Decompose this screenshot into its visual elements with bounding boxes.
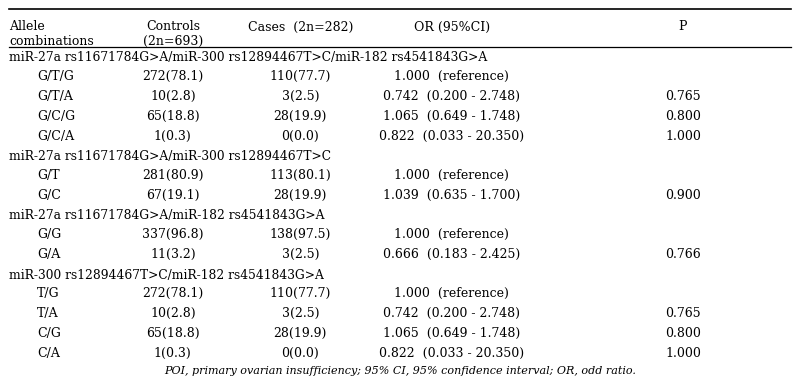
Text: Cases  (2n=282): Cases (2n=282) (248, 20, 353, 34)
Text: C/A: C/A (38, 347, 60, 360)
Text: P: P (678, 20, 687, 34)
Text: 113(80.1): 113(80.1) (270, 169, 331, 182)
Text: T/A: T/A (38, 307, 59, 320)
Text: 65(18.8): 65(18.8) (146, 327, 200, 340)
Text: 10(2.8): 10(2.8) (150, 90, 196, 103)
Text: 110(77.7): 110(77.7) (270, 70, 331, 83)
Text: 1(0.3): 1(0.3) (154, 130, 192, 143)
Text: 1.000  (reference): 1.000 (reference) (394, 228, 510, 241)
Text: 28(19.9): 28(19.9) (274, 189, 327, 202)
Text: T/G: T/G (38, 287, 60, 300)
Text: 0.800: 0.800 (665, 110, 701, 123)
Text: G/A: G/A (38, 248, 61, 261)
Text: 0.742  (0.200 - 2.748): 0.742 (0.200 - 2.748) (383, 90, 520, 103)
Text: miR-300 rs12894467T>C/miR-182 rs4541843G>A: miR-300 rs12894467T>C/miR-182 rs4541843G… (10, 268, 324, 282)
Text: 28(19.9): 28(19.9) (274, 110, 327, 123)
Text: G/T: G/T (38, 169, 60, 182)
Text: combinations: combinations (10, 35, 94, 48)
Text: 67(19.1): 67(19.1) (146, 189, 199, 202)
Text: 3(2.5): 3(2.5) (282, 90, 319, 103)
Text: 1(0.3): 1(0.3) (154, 347, 192, 360)
Text: 0.822  (0.033 - 20.350): 0.822 (0.033 - 20.350) (379, 130, 524, 143)
Text: 1.065  (0.649 - 1.748): 1.065 (0.649 - 1.748) (383, 327, 521, 340)
Text: 272(78.1): 272(78.1) (142, 70, 203, 83)
Text: 11(3.2): 11(3.2) (150, 248, 196, 261)
Text: 0(0.0): 0(0.0) (282, 130, 319, 143)
Text: 281(80.9): 281(80.9) (142, 169, 203, 182)
Text: 3(2.5): 3(2.5) (282, 307, 319, 320)
Text: (2n=693): (2n=693) (142, 35, 203, 48)
Text: 65(18.8): 65(18.8) (146, 110, 200, 123)
Text: OR (95%CI): OR (95%CI) (414, 20, 490, 34)
Text: 1.000: 1.000 (665, 347, 701, 360)
Text: G/G: G/G (38, 228, 62, 241)
Text: Controls: Controls (146, 20, 200, 34)
Text: 0.742  (0.200 - 2.748): 0.742 (0.200 - 2.748) (383, 307, 520, 320)
Text: G/C/A: G/C/A (38, 130, 74, 143)
Text: 1.000  (reference): 1.000 (reference) (394, 169, 510, 182)
Text: 10(2.8): 10(2.8) (150, 307, 196, 320)
Text: 272(78.1): 272(78.1) (142, 287, 203, 300)
Text: 1.000  (reference): 1.000 (reference) (394, 287, 510, 300)
Text: 3(2.5): 3(2.5) (282, 248, 319, 261)
Text: 1.000  (reference): 1.000 (reference) (394, 70, 510, 83)
Text: 1.065  (0.649 - 1.748): 1.065 (0.649 - 1.748) (383, 110, 521, 123)
Text: miR-27a rs11671784G>A/miR-300 rs12894467T>C/miR-182 rs4541843G>A: miR-27a rs11671784G>A/miR-300 rs12894467… (10, 51, 488, 64)
Text: 1.000: 1.000 (665, 130, 701, 143)
Text: G/C: G/C (38, 189, 61, 202)
Text: 138(97.5): 138(97.5) (270, 228, 331, 241)
Text: Allele: Allele (10, 20, 45, 34)
Text: POI, primary ovarian insufficiency; 95% CI, 95% confidence interval; OR, odd rat: POI, primary ovarian insufficiency; 95% … (164, 366, 636, 377)
Text: 0.765: 0.765 (666, 307, 701, 320)
Text: G/C/G: G/C/G (38, 110, 75, 123)
Text: 0(0.0): 0(0.0) (282, 347, 319, 360)
Text: 0.800: 0.800 (665, 327, 701, 340)
Text: miR-27a rs11671784G>A/miR-300 rs12894467T>C: miR-27a rs11671784G>A/miR-300 rs12894467… (10, 150, 331, 163)
Text: 0.900: 0.900 (665, 189, 701, 202)
Text: 337(96.8): 337(96.8) (142, 228, 203, 241)
Text: G/T/G: G/T/G (38, 70, 74, 83)
Text: C/G: C/G (38, 327, 61, 340)
Text: 28(19.9): 28(19.9) (274, 327, 327, 340)
Text: 1.039  (0.635 - 1.700): 1.039 (0.635 - 1.700) (383, 189, 521, 202)
Text: miR-27a rs11671784G>A/miR-182 rs4541843G>A: miR-27a rs11671784G>A/miR-182 rs4541843G… (10, 210, 325, 222)
Text: 0.765: 0.765 (666, 90, 701, 103)
Text: 0.766: 0.766 (665, 248, 701, 261)
Text: G/T/A: G/T/A (38, 90, 73, 103)
Text: 110(77.7): 110(77.7) (270, 287, 331, 300)
Text: 0.666  (0.183 - 2.425): 0.666 (0.183 - 2.425) (383, 248, 521, 261)
Text: 0.822  (0.033 - 20.350): 0.822 (0.033 - 20.350) (379, 347, 524, 360)
